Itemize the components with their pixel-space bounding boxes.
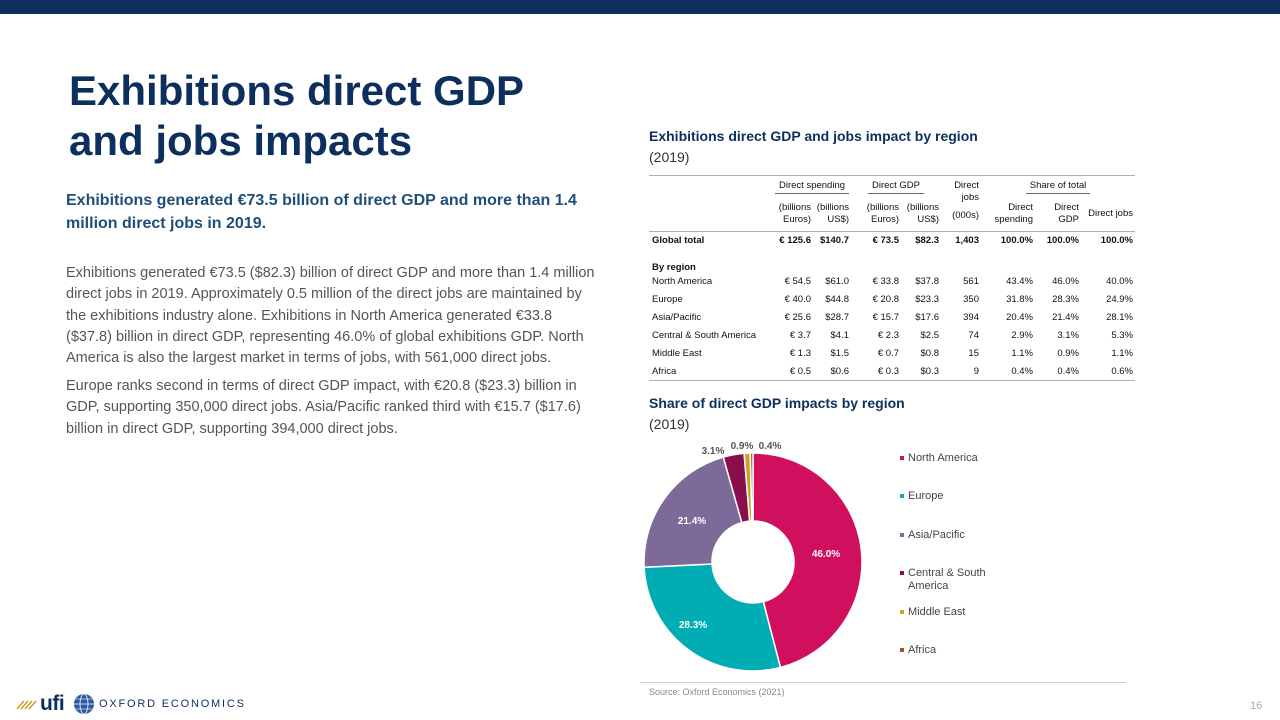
subheader: (billions US$) bbox=[906, 202, 939, 226]
page-number: 16 bbox=[1250, 700, 1263, 712]
subheader: Direct GDP bbox=[1054, 202, 1079, 226]
slice-europe bbox=[643, 563, 782, 672]
table-row: Middle East € 1.3 $1.5 € 0.7 $0.8 15 1.1% 0.9… bbox=[652, 348, 1133, 359]
table-row: North America € 54.5 $61.0 € 33.8 $37.8 561 … bbox=[652, 276, 1133, 287]
region-table: Direct spending Direct GDP Direct jobs (… bbox=[649, 175, 1135, 381]
chart-year: (2019) bbox=[649, 416, 690, 432]
oxford-economics-text: OXFORD ECONOMICS bbox=[99, 698, 246, 710]
legend-item-middle-east: Middle East bbox=[900, 606, 965, 619]
ufi-logo-text: ufi bbox=[40, 692, 65, 715]
group-share-of-total: Share of total bbox=[981, 176, 1135, 198]
data-label-central-south-america: 3.1% bbox=[702, 446, 725, 457]
body-paragraph-2: Europe ranks second in terms of direct G… bbox=[66, 378, 581, 437]
legend-swatch bbox=[900, 610, 904, 614]
legend-swatch bbox=[900, 648, 904, 652]
donut-chart: 46.0% 28.3% 21.4% 3.1% 0.9% 0.4% bbox=[643, 441, 863, 672]
page-title: Exhibitions direct GDP and jobs impacts bbox=[69, 66, 589, 166]
key-finding: Exhibitions generated €73.5 billion of d… bbox=[66, 192, 577, 232]
legend-item-europe: Europe bbox=[900, 490, 943, 503]
chart-title: Share of direct GDP impacts by region bbox=[649, 395, 905, 411]
table-row: Africa € 0.5 $0.6 € 0.3 $0.3 9 0.4% 0.4% 0.6% bbox=[649, 362, 1135, 381]
legend-label: Middle East bbox=[908, 606, 966, 618]
oxford-economics-logo: OXFORD ECONOMICS bbox=[73, 693, 246, 715]
table-row: Central & South America € 3.7 $4.1 € 2.3 $2… bbox=[652, 330, 1133, 341]
table-row: Asia/Pacific € 25.6 $28.7 € 15.7 $17.6 394 2… bbox=[652, 312, 1133, 323]
legend-item-africa: Africa bbox=[900, 644, 936, 657]
subheader: Direct spending bbox=[994, 202, 1033, 226]
legend-label: North America bbox=[908, 452, 978, 464]
subheader: (billions US$) bbox=[816, 202, 849, 226]
data-label-europe: 28.3% bbox=[679, 620, 707, 631]
subheader: (billions Euros) bbox=[866, 202, 899, 226]
globe-icon bbox=[74, 693, 94, 715]
legend-label: Africa bbox=[908, 644, 937, 656]
subheader: Direct jobs bbox=[1088, 208, 1133, 220]
legend-swatch bbox=[900, 494, 904, 498]
table-year: (2019) bbox=[649, 149, 690, 165]
data-label-asia-pacific: 21.4% bbox=[678, 516, 706, 527]
source-note: Source: Oxford Economics (2021) bbox=[649, 687, 785, 697]
group-direct-spending: Direct spending bbox=[773, 176, 851, 198]
ufi-swoosh-icon bbox=[16, 700, 37, 710]
table-row: Europe € 40.0 $44.8 € 20.8 $23.3 350 31.8% 28… bbox=[652, 294, 1133, 305]
data-label-africa: 0.4% bbox=[759, 441, 782, 452]
table-section-label: By region bbox=[652, 261, 696, 273]
table-row-global-total: Global total € 125.6 $140.7 € 73.5 $82.3… bbox=[652, 235, 1133, 247]
legend-swatch bbox=[900, 456, 904, 460]
slice-africa bbox=[749, 452, 754, 522]
data-label-middle-east: 0.9% bbox=[731, 441, 754, 452]
legend-swatch bbox=[900, 571, 904, 575]
legend-label: Europe bbox=[908, 490, 944, 502]
legend-item-central-south-america: Central & South America bbox=[900, 567, 986, 593]
legend-label: Central & South America bbox=[908, 567, 986, 592]
group-direct-gdp: Direct GDP bbox=[851, 176, 941, 198]
subheader: (billions Euros) bbox=[778, 202, 811, 226]
table-title: Exhibitions direct GDP and jobs impact b… bbox=[649, 128, 978, 144]
legend-item-north-america: North America bbox=[900, 452, 978, 465]
source-divider bbox=[640, 682, 1126, 683]
legend-label: Asia/Pacific bbox=[908, 529, 965, 541]
title-line-2: and jobs impacts bbox=[69, 117, 413, 164]
top-bar bbox=[0, 0, 1280, 14]
legend-item-asia-pacific: Asia/Pacific bbox=[900, 529, 965, 542]
title-line-1: Exhibitions direct GDP bbox=[69, 67, 525, 114]
data-label-north-america: 46.0% bbox=[812, 549, 840, 560]
slice-asia-pacific bbox=[643, 456, 743, 569]
group-direct-jobs: Direct jobs (000s) bbox=[952, 179, 979, 221]
slice-north-america bbox=[752, 452, 863, 669]
legend-swatch bbox=[900, 533, 904, 537]
body-paragraph-1: Exhibitions generated €73.5 ($82.3) bill… bbox=[66, 265, 595, 367]
ufi-logo: ufi bbox=[16, 692, 65, 716]
